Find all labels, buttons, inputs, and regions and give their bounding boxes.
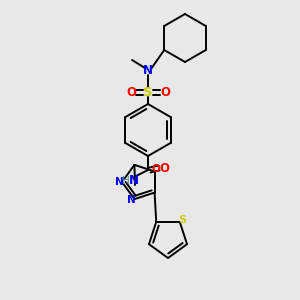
Text: O: O xyxy=(159,161,169,175)
Text: O: O xyxy=(160,85,170,98)
Text: N: N xyxy=(129,175,139,188)
Text: H: H xyxy=(122,176,130,186)
Text: S: S xyxy=(178,215,186,225)
Text: O: O xyxy=(151,164,160,174)
Text: N: N xyxy=(143,64,153,77)
Text: N: N xyxy=(127,195,136,205)
Text: O: O xyxy=(126,85,136,98)
Text: S: S xyxy=(143,85,153,98)
Text: N: N xyxy=(115,177,123,187)
